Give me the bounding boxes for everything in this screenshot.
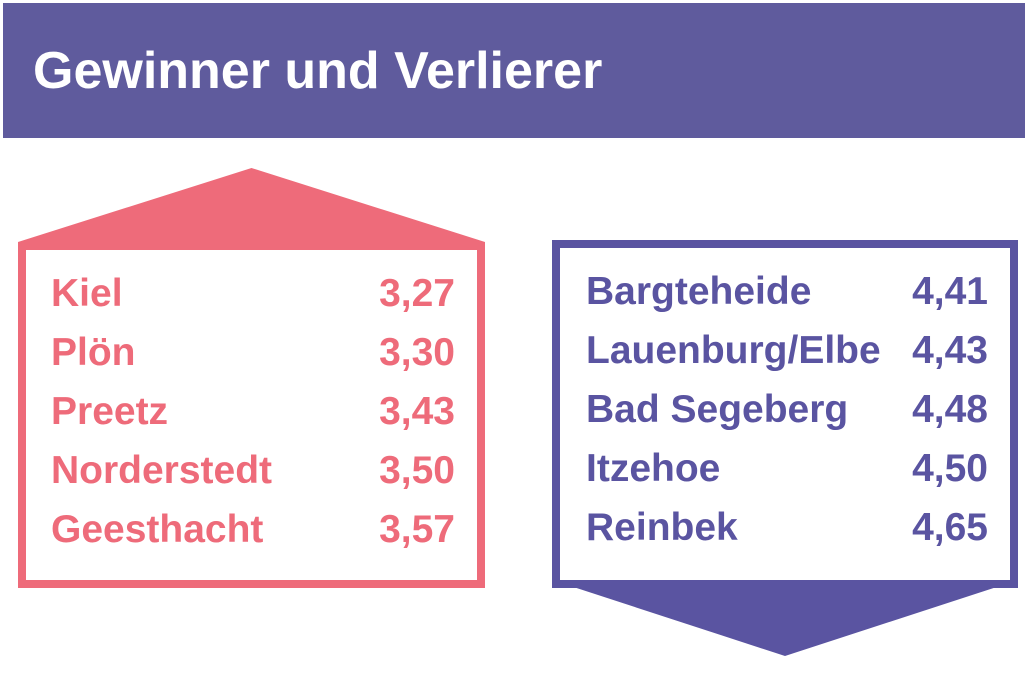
city-name: Geesthacht xyxy=(51,508,264,551)
city-value: 4,50 xyxy=(912,447,988,490)
losers-panel: Bargteheide 4,41 Lauenburg/Elbe 4,43 Bad… xyxy=(552,240,1018,656)
city-value: 3,57 xyxy=(379,508,455,551)
table-row: Geesthacht 3,57 xyxy=(51,500,455,559)
city-value: 3,43 xyxy=(379,390,455,433)
city-name: Kiel xyxy=(51,272,123,315)
table-row: Plön 3,30 xyxy=(51,323,455,382)
table-row: Preetz 3,43 xyxy=(51,382,455,441)
winners-panel: Kiel 3,27 Plön 3,30 Preetz 3,43 Norderst… xyxy=(18,168,485,588)
city-name: Bargteheide xyxy=(586,270,812,313)
city-value: 3,30 xyxy=(379,331,455,374)
table-row: Kiel 3,27 xyxy=(51,264,455,323)
city-name: Plön xyxy=(51,331,136,374)
down-arrow-icon xyxy=(552,580,1018,656)
city-value: 4,41 xyxy=(912,270,988,313)
city-name: Preetz xyxy=(51,390,169,433)
city-name: Itzehoe xyxy=(586,447,721,490)
winners-box: Kiel 3,27 Plön 3,30 Preetz 3,43 Norderst… xyxy=(18,242,485,588)
page-title: Gewinner und Verlierer xyxy=(33,41,603,100)
table-row: Bargteheide 4,41 xyxy=(586,262,988,321)
city-value: 4,43 xyxy=(912,329,988,372)
table-row: Reinbek 4,65 xyxy=(586,498,988,557)
city-name: Lauenburg/Elbe xyxy=(586,329,881,372)
up-arrow-icon xyxy=(18,168,485,242)
table-row: Itzehoe 4,50 xyxy=(586,439,988,498)
table-row: Lauenburg/Elbe 4,43 xyxy=(586,321,988,380)
city-name: Bad Segeberg xyxy=(586,388,849,431)
table-row: Bad Segeberg 4,48 xyxy=(586,380,988,439)
city-name: Reinbek xyxy=(586,506,738,549)
city-value: 3,50 xyxy=(379,449,455,492)
city-value: 4,48 xyxy=(912,388,988,431)
title-banner: Gewinner und Verlierer xyxy=(3,3,1025,138)
table-row: Norderstedt 3,50 xyxy=(51,441,455,500)
losers-box: Bargteheide 4,41 Lauenburg/Elbe 4,43 Bad… xyxy=(552,240,1018,588)
city-value: 4,65 xyxy=(912,506,988,549)
city-name: Norderstedt xyxy=(51,449,273,492)
city-value: 3,27 xyxy=(379,272,455,315)
